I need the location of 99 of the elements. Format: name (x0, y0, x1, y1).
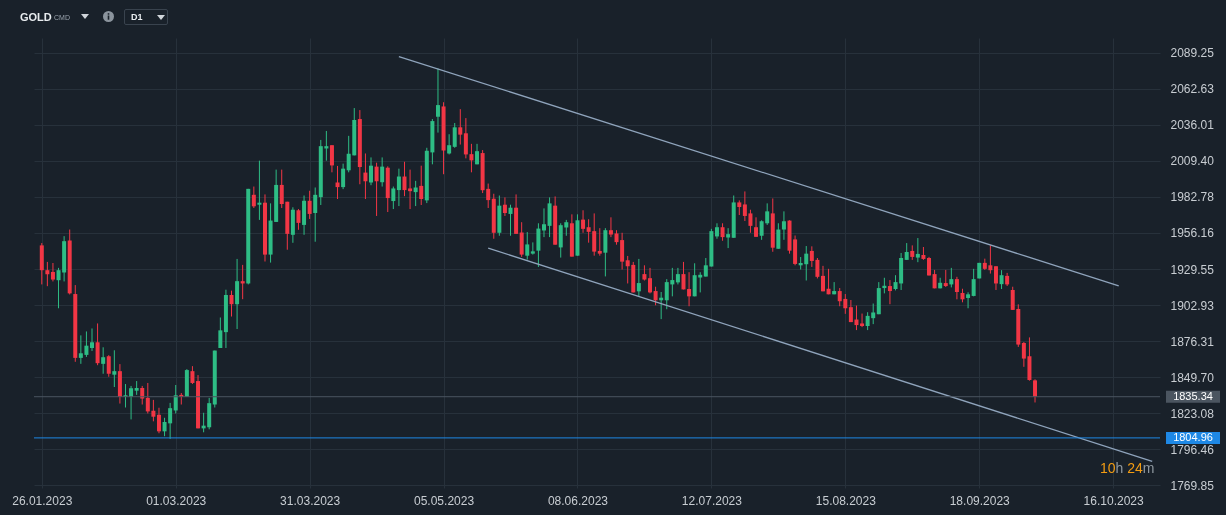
y-tick-label: 2009.40 (1170, 154, 1215, 169)
candlestick (363, 152, 368, 200)
y-tick-label: 1902.93 (1170, 298, 1215, 313)
candlestick (519, 221, 524, 258)
candlestick (971, 268, 976, 297)
ref-line-label: 1804.96 (1173, 430, 1213, 443)
y-tick-label: 2089.25 (1170, 46, 1215, 61)
candlestick (675, 267, 680, 285)
candlestick (820, 265, 825, 292)
candlestick (106, 354, 111, 378)
candlestick (636, 258, 641, 297)
y-tick-label: 1849.70 (1170, 370, 1215, 385)
y-tick-label: 1982.78 (1170, 190, 1215, 205)
candlestick (380, 156, 385, 188)
candlestick (313, 187, 318, 243)
candlestick (235, 258, 240, 330)
candlestick (452, 122, 457, 149)
y-tick-label: 1769.85 (1170, 478, 1215, 493)
x-tick-label: 05.05.2023 (414, 493, 475, 508)
x-tick-label: 31.03.2023 (280, 493, 341, 508)
candlestick (229, 290, 234, 318)
candlestick (391, 186, 396, 210)
ref-line-label: 1835.34 (1173, 389, 1213, 402)
chart-title: GOLD (20, 11, 52, 23)
candlestick (502, 196, 507, 217)
candlestick (408, 169, 413, 210)
candlestick (251, 186, 256, 209)
y-tick-label: 1876.31 (1170, 334, 1215, 349)
candlestick (307, 190, 312, 220)
candlestick (887, 279, 892, 305)
candlestick (156, 407, 161, 434)
x-tick-label: 18.09.2023 (949, 493, 1011, 508)
candlestick (993, 265, 998, 291)
candlestick (369, 156, 374, 186)
y-tick-label: 1823.08 (1170, 406, 1215, 421)
candlestick (648, 267, 653, 294)
candlestick (257, 160, 262, 221)
candlestick (463, 117, 468, 159)
candlestick (45, 261, 50, 287)
x-tick-label: 26.01.2023 (12, 493, 73, 508)
y-tick-label: 2062.63 (1170, 82, 1215, 97)
candlestick (653, 286, 658, 306)
candlestick (218, 316, 223, 349)
candlestick (419, 165, 424, 206)
candlestick (860, 313, 865, 328)
x-tick-label: 15.08.2023 (815, 493, 877, 508)
x-tick-label: 01.03.2023 (146, 493, 207, 508)
candlestick (608, 216, 613, 238)
candlestick (435, 68, 440, 134)
y-tick-label: 1796.46 (1170, 442, 1215, 457)
candlestick (469, 143, 474, 173)
candlestick (581, 209, 586, 234)
candlestick (954, 276, 959, 300)
annotation: 10h 24m (1100, 460, 1155, 476)
candlestick (112, 349, 117, 388)
candlestick (714, 222, 719, 240)
x-tick-label: 12.07.2023 (681, 493, 743, 508)
y-tick-label: 1956.16 (1170, 226, 1215, 241)
candlestick (1033, 378, 1038, 403)
candlestick (145, 382, 150, 414)
candlestick (915, 237, 920, 263)
candlestick (536, 222, 541, 268)
candlestick (50, 262, 55, 282)
candlestick (90, 327, 95, 352)
candlestick (173, 384, 178, 414)
x-tick-label: 16.10.2023 (1083, 493, 1144, 508)
candlestick (341, 163, 346, 190)
candlestick (402, 161, 407, 197)
candlestick (687, 271, 692, 307)
candlestick (101, 346, 106, 375)
candlestick (129, 385, 134, 420)
candlestick (966, 291, 971, 309)
candlestick (296, 208, 301, 231)
candlestick (547, 196, 552, 238)
candlestick (681, 261, 686, 290)
candlestick (754, 216, 759, 238)
candlestick (151, 399, 156, 422)
candlestick (329, 144, 334, 173)
y-tick-label: 1929.55 (1170, 262, 1215, 277)
candlestick (458, 108, 463, 146)
y-tick-label: 2036.01 (1170, 118, 1215, 133)
candlestick (396, 168, 401, 207)
candlestick (603, 227, 608, 277)
candlestick (374, 162, 379, 217)
x-tick-label: 08.06.2023 (547, 493, 609, 508)
candlestick (999, 269, 1004, 290)
candlestick (525, 231, 530, 261)
candlestick (781, 210, 786, 241)
candlestick (95, 322, 100, 366)
candlestick (949, 267, 954, 288)
candlestick (447, 133, 452, 155)
candlestick (508, 204, 513, 237)
candlestick (335, 165, 340, 200)
candlestick (597, 227, 602, 257)
candlestick (826, 268, 831, 295)
text: D1 (131, 12, 143, 22)
candlestick (541, 207, 546, 238)
candlestick (726, 227, 731, 249)
candlestick (776, 222, 781, 250)
